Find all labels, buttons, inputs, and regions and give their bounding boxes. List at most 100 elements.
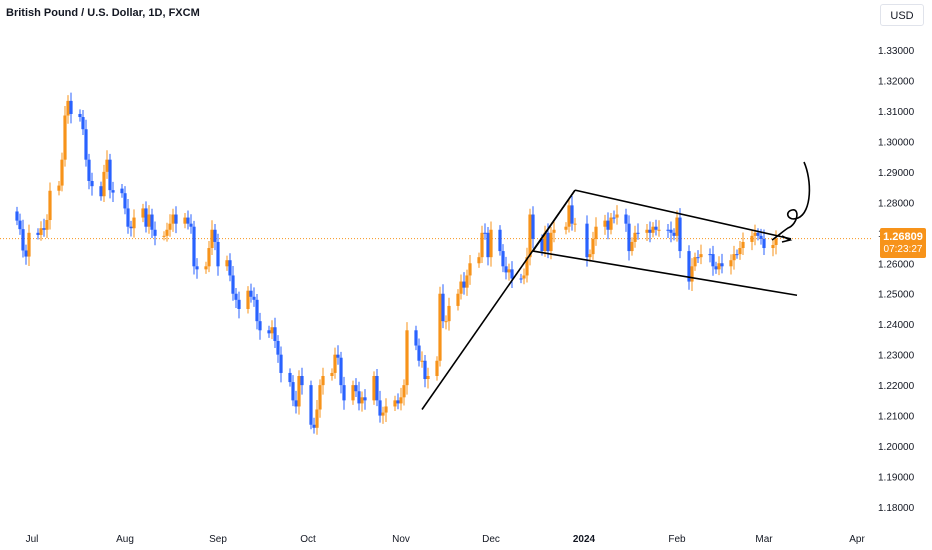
candle-body bbox=[693, 257, 697, 267]
candle-body bbox=[729, 260, 733, 267]
candle-body bbox=[564, 226, 568, 230]
candle-body bbox=[258, 321, 262, 331]
candle-body bbox=[624, 214, 628, 224]
candle-body bbox=[594, 226, 598, 239]
x-tick-label: Jul bbox=[26, 534, 39, 545]
candle-body bbox=[309, 385, 313, 425]
candle-body bbox=[732, 254, 736, 261]
candle-body bbox=[399, 397, 403, 404]
x-tick-label: Oct bbox=[300, 534, 316, 545]
candle-body bbox=[615, 214, 619, 218]
candle-body bbox=[645, 229, 649, 233]
currency-button[interactable]: USD bbox=[880, 4, 924, 26]
candle-body bbox=[336, 354, 340, 358]
candle-body bbox=[522, 275, 526, 279]
candle-body bbox=[126, 208, 130, 227]
candle-body bbox=[510, 269, 514, 279]
candle-body bbox=[591, 238, 595, 255]
candle-body bbox=[144, 208, 148, 227]
candle-body bbox=[315, 409, 319, 428]
candle-body bbox=[60, 159, 64, 186]
candle-body bbox=[162, 235, 166, 237]
candle-body bbox=[270, 327, 274, 334]
candle-body bbox=[501, 251, 505, 267]
candle-body bbox=[147, 214, 151, 227]
candle-body bbox=[738, 248, 742, 255]
candle-body bbox=[207, 248, 211, 267]
candle-body bbox=[687, 251, 691, 282]
x-tick-label: Mar bbox=[755, 534, 773, 545]
candle-body bbox=[24, 250, 28, 257]
candle-body bbox=[717, 263, 721, 270]
candle-body bbox=[606, 220, 610, 230]
trendline-drawings[interactable] bbox=[421, 161, 811, 410]
candle-body bbox=[294, 400, 298, 407]
candle-body bbox=[81, 117, 85, 130]
candle-body bbox=[330, 372, 334, 376]
candle-body bbox=[48, 190, 52, 221]
candle-body bbox=[204, 266, 208, 270]
candle-body bbox=[39, 228, 43, 235]
candle-body bbox=[648, 229, 652, 233]
y-tick-label: 1.20000 bbox=[878, 442, 915, 453]
candle-body bbox=[531, 214, 535, 239]
candle-body bbox=[108, 159, 112, 191]
candle-body bbox=[420, 360, 424, 362]
candle-body bbox=[393, 400, 397, 407]
candle-body bbox=[504, 266, 508, 273]
candle-body bbox=[183, 217, 187, 224]
candle-body bbox=[27, 232, 31, 257]
y-tick-label: 1.21000 bbox=[878, 412, 915, 423]
candle-body bbox=[363, 397, 367, 401]
candle-body bbox=[57, 185, 61, 191]
candle-body bbox=[633, 232, 637, 242]
candle-body bbox=[87, 159, 91, 182]
candle-body bbox=[246, 290, 250, 309]
time-axis[interactable]: Jul Aug Sep Oct Nov Dec 2024 Feb Mar Apr bbox=[26, 534, 866, 545]
candle-body bbox=[507, 269, 511, 273]
candle-body bbox=[375, 375, 379, 401]
candle-body bbox=[651, 226, 655, 233]
candle-body bbox=[486, 232, 490, 258]
candle-body bbox=[417, 345, 421, 361]
candle-body bbox=[435, 360, 439, 376]
candle-body bbox=[759, 235, 763, 239]
candle-body bbox=[354, 385, 358, 392]
candle-body bbox=[237, 299, 241, 309]
candle-body bbox=[141, 208, 145, 218]
chart-title: British Pound / U.S. Dollar, 1D, FXCM bbox=[6, 7, 200, 19]
x-tick-label: Nov bbox=[392, 534, 410, 545]
candle-body bbox=[540, 238, 544, 252]
candle-body bbox=[36, 232, 40, 235]
candle-body bbox=[360, 397, 364, 404]
candle-body bbox=[150, 214, 154, 230]
candle-body bbox=[666, 229, 670, 231]
candle-body bbox=[300, 375, 304, 386]
candle-body bbox=[630, 241, 634, 252]
candle-body bbox=[480, 232, 484, 258]
candle-body bbox=[414, 330, 418, 346]
candle-body bbox=[699, 254, 703, 258]
candle-body bbox=[234, 293, 238, 300]
candle-body bbox=[735, 254, 739, 256]
price-axis[interactable]: 1.33000 1.32000 1.31000 1.30000 1.29000 1.280… bbox=[878, 46, 915, 514]
y-tick-label: 1.32000 bbox=[878, 76, 915, 87]
candle-body bbox=[456, 293, 460, 306]
y-tick-label: 1.18000 bbox=[878, 503, 915, 514]
candle-body bbox=[612, 217, 616, 219]
candle-body bbox=[228, 260, 232, 276]
candle-body bbox=[123, 193, 127, 209]
candle-body bbox=[297, 375, 301, 407]
candle-body bbox=[231, 275, 235, 294]
candle-body bbox=[444, 321, 448, 323]
candle-body bbox=[90, 181, 94, 187]
candle-body bbox=[519, 278, 523, 280]
candle-body bbox=[69, 100, 73, 114]
candle-body bbox=[120, 188, 124, 194]
hand-drawn-arrow bbox=[771, 161, 811, 241]
candle-body bbox=[339, 357, 343, 386]
y-tick-label: 1.30000 bbox=[878, 137, 915, 148]
channel-lower-line bbox=[532, 250, 798, 297]
